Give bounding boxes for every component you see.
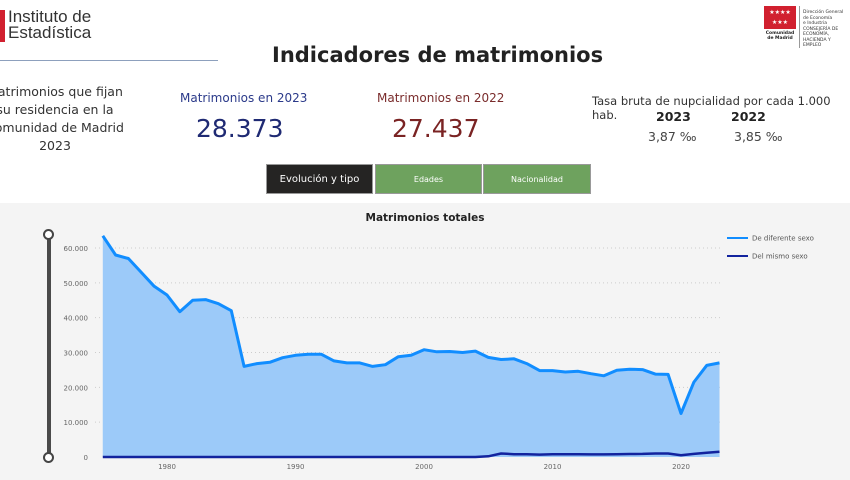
y-tick-label: 20.000 xyxy=(64,384,89,392)
y-tick-label: 10.000 xyxy=(64,419,89,427)
slider-handle-top[interactable] xyxy=(43,229,54,240)
x-tick-label: 2020 xyxy=(672,463,690,471)
y-tick-label: 60.000 xyxy=(64,245,89,253)
x-tick-label: 2010 xyxy=(544,463,562,471)
y-tick-label: 40.000 xyxy=(64,315,89,323)
page-title: Indicadores de matrimonios xyxy=(272,43,604,67)
tab-evolucion-y-tipo[interactable]: Evolución y tipo xyxy=(266,164,373,194)
tab-edades[interactable]: Edades xyxy=(375,164,482,194)
ie-logo-mark xyxy=(0,10,5,42)
y-tick-label: 0 xyxy=(84,454,88,462)
series-line-1 xyxy=(102,450,720,459)
tab-nacionalidad[interactable]: Nacionalidad xyxy=(483,164,591,194)
tasa-year-2022: 2022 xyxy=(731,109,766,124)
y-tick-label: 50.000 xyxy=(64,280,89,288)
kpi-2022-label: Matrimonios en 2022 xyxy=(377,91,505,105)
tasa-label: Tasa bruta de nupcialidad por cada 1.000… xyxy=(592,94,831,122)
kpi-2023-value: 28.373 xyxy=(196,114,284,143)
legend-label: Del mismo sexo xyxy=(752,253,808,261)
comunidad-madrid-logo: ★★★★ ★★★ Comunidad de Madrid Dirección Ge… xyxy=(764,6,850,50)
legend-label: De diferente sexo xyxy=(752,235,814,243)
madrid-stars-icon: ★★★★ ★★★ xyxy=(764,6,796,29)
tasa-value-2022: 3,85 ‰ xyxy=(734,129,783,144)
divider xyxy=(0,60,218,61)
series-area-0 xyxy=(102,235,720,457)
slider-handle-bottom[interactable] xyxy=(43,452,54,463)
x-tick-label: 1990 xyxy=(287,463,305,471)
x-tick-label: 1980 xyxy=(158,463,176,471)
tasa-value-2023: 3,87 ‰ xyxy=(648,129,697,144)
x-tick-label: 2000 xyxy=(415,463,433,471)
ie-logo: Instituto de Estadística xyxy=(8,7,92,42)
chart-title: Matrimonios totales xyxy=(365,212,485,224)
kpi-2022-value: 27.437 xyxy=(392,114,480,143)
year-slider-track[interactable] xyxy=(47,234,51,458)
tasa-year-2023: 2023 xyxy=(656,109,691,124)
series-line-0 xyxy=(101,234,720,415)
description: Matrimonios que fijan su residencia en l… xyxy=(0,84,124,153)
kpi-2023-label: Matrimonios en 2023 xyxy=(180,91,308,105)
y-tick-label: 30.000 xyxy=(64,350,89,358)
